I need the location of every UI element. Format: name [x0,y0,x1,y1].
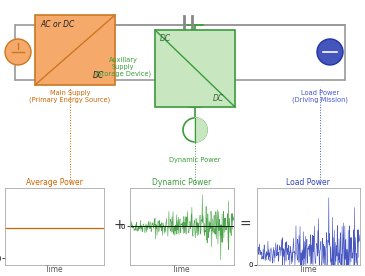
Title: Average Power: Average Power [26,178,83,187]
Text: DC: DC [160,34,171,43]
X-axis label: Time: Time [299,265,318,274]
Text: +: + [114,218,125,232]
Circle shape [5,39,31,65]
Bar [35,15,115,85]
Text: DC: DC [93,71,104,80]
Circle shape [317,39,343,65]
Title: Load Power: Load Power [287,178,330,187]
Text: Main Supply
(Primary Energy Source): Main Supply (Primary Energy Source) [29,90,111,104]
Polygon shape [195,118,207,142]
Text: DC: DC [213,94,224,103]
Text: AC or DC: AC or DC [40,20,74,29]
Text: Auxiliary
Supply
(Storage Device): Auxiliary Supply (Storage Device) [95,57,151,77]
X-axis label: Time: Time [172,265,191,274]
Text: Dynamic Power: Dynamic Power [169,157,221,163]
Text: Load Power
(Driving Mission): Load Power (Driving Mission) [292,90,348,104]
Circle shape [183,118,207,142]
Text: =: = [239,218,251,232]
X-axis label: Time: Time [45,265,64,274]
Bar [155,30,235,107]
Title: Dynamic Power: Dynamic Power [152,178,211,187]
